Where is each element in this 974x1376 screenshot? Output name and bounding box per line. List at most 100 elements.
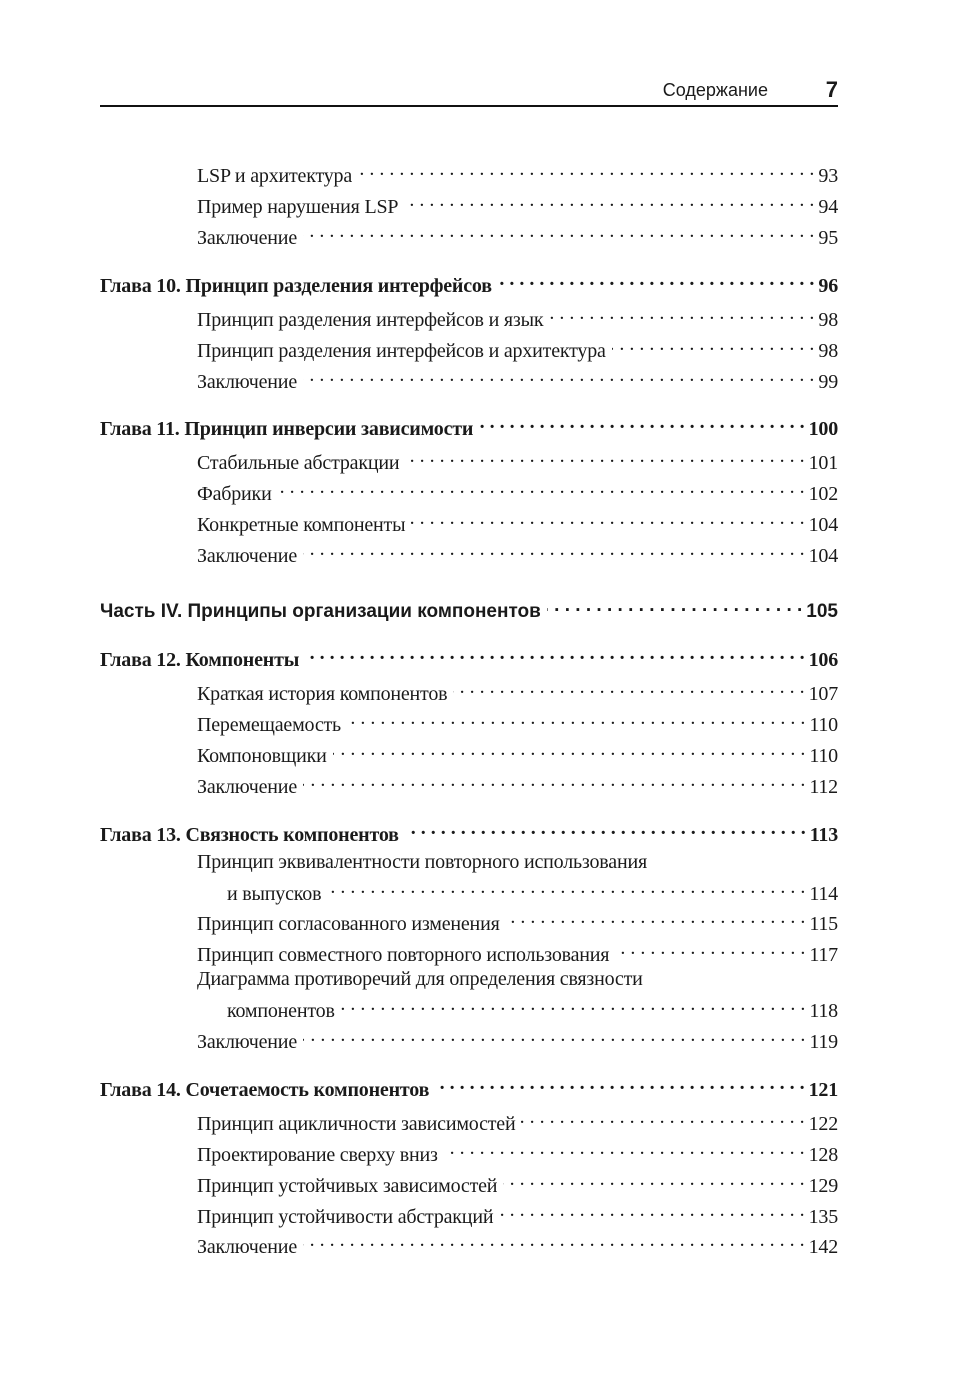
dot-leader — [305, 640, 804, 666]
toc-entry-page: 122 — [808, 1113, 839, 1135]
toc-entry-page: 104 — [808, 514, 839, 536]
toc-entry-first-line: Принцип эквивалентности повторного испол… — [197, 851, 647, 873]
toc-section-entry[interactable]: Принцип разделения интерфейсов и архитек… — [197, 331, 838, 362]
toc-entry-page: 115 — [809, 913, 838, 935]
toc-chapter-entry[interactable]: Глава 14. Сочетаемость компонентов 121 — [100, 1070, 838, 1101]
toc-entry-page: 101 — [808, 452, 839, 474]
dot-leader — [479, 409, 804, 435]
toc-entry-page: 135 — [808, 1206, 839, 1228]
toc-entry-page: 121 — [808, 1079, 839, 1101]
toc-entry-page: 142 — [808, 1236, 839, 1258]
toc-section-entry[interactable]: Заключение 104 — [197, 536, 838, 567]
toc-entry-page: 105 — [806, 601, 838, 622]
dot-leader — [327, 874, 805, 900]
toc-chapter-entry[interactable]: Глава 13. Связность компонентов 113 — [100, 815, 838, 846]
toc-entry-title: Проектирование сверху вниз — [197, 1144, 438, 1166]
toc-chapter-entry[interactable]: Глава 11. Принцип инверсии зависимости 10… — [100, 409, 838, 440]
toc-entry-page: 102 — [808, 483, 839, 505]
dot-leader — [341, 991, 806, 1017]
toc-section-entry[interactable]: Принцип совместного повторного использов… — [197, 935, 838, 966]
dot-leader — [547, 595, 802, 617]
toc-entry-first-line: Диаграмма противоречий для определения с… — [197, 968, 643, 990]
toc-section-entry[interactable]: LSP и архитектура 93 — [197, 156, 838, 187]
dot-leader — [358, 156, 814, 182]
toc-section-entry[interactable]: Перемещаемость 110 — [197, 705, 838, 736]
toc-entry-title: Принцип согласованного изменения — [197, 913, 500, 935]
toc-section-entry[interactable]: Стабильные абстракции 101 — [197, 443, 838, 474]
toc-entry-title: Краткая история компонентов — [197, 683, 448, 705]
dot-leader — [303, 1227, 805, 1253]
dot-leader — [411, 505, 804, 531]
toc-section-entry[interactable]: Заключение 142 — [197, 1227, 838, 1258]
toc-entry-page: 99 — [818, 371, 838, 393]
toc-entry-page: 104 — [808, 545, 839, 567]
toc-section-entry[interactable]: Фабрики 102 — [197, 474, 838, 505]
toc-entry-page: 110 — [809, 745, 838, 767]
dot-leader — [303, 536, 805, 562]
toc-entry-title: Принцип устойчивости абстракций — [197, 1206, 494, 1228]
toc-entry-title: Принцип разделения интерфейсов и архитек… — [197, 340, 606, 362]
header-rule — [100, 105, 838, 107]
dot-leader — [615, 935, 805, 961]
toc-entry-page: 119 — [809, 1031, 838, 1053]
running-header-title: Содержание — [662, 80, 768, 100]
toc-section-entry[interactable]: Компоновщики 110 — [197, 736, 838, 767]
toc-entry-page: 93 — [818, 165, 838, 187]
toc-entry-title: Принцип ацикличности зависимостей — [197, 1113, 516, 1135]
dot-leader — [549, 300, 814, 326]
toc-section-entry[interactable]: Пример нарушения LSP 94 — [197, 187, 838, 218]
toc-entry-title: Пример нарушения LSP — [197, 196, 399, 218]
toc-entry-page: 129 — [808, 1175, 839, 1197]
dot-leader — [506, 904, 806, 930]
dot-leader — [612, 331, 815, 357]
toc-entry-page: 118 — [809, 1000, 838, 1022]
toc-entry-page: 98 — [818, 309, 838, 331]
toc-entry-title: Глава 11. Принцип инверсии зависимости — [100, 418, 474, 440]
toc-part-entry[interactable]: Часть IV. Принципы организации компонент… — [100, 595, 838, 622]
toc-section-entry[interactable]: Принцип разделения интерфейсов и язык 98 — [197, 300, 838, 331]
toc-entry-title: Принцип совместного повторного использов… — [197, 944, 610, 966]
toc-entry-title: Фабрики — [197, 483, 272, 505]
toc-entry-title: Стабильные абстракции — [197, 452, 400, 474]
toc-section-entry[interactable]: Принцип согласованного изменения 115 — [197, 904, 838, 935]
toc-section-entry[interactable]: Принцип устойчивых зависимостей 129 — [197, 1166, 838, 1197]
dot-leader — [303, 362, 814, 388]
dot-leader — [278, 474, 805, 500]
toc-entry-page: 107 — [808, 683, 839, 705]
toc-section-entry[interactable]: компонентов 118 — [227, 991, 838, 1022]
toc-section-entry[interactable]: Краткая история компонентов 107 — [197, 674, 838, 705]
toc-section-entry[interactable]: Заключение 119 — [197, 1022, 838, 1053]
toc-entry-page: 117 — [809, 944, 838, 966]
toc-section-entry[interactable]: Заключение 95 — [197, 218, 838, 249]
toc-section-entry[interactable]: Заключение 112 — [197, 767, 838, 798]
toc-entry-title: Компоновщики — [197, 745, 327, 767]
toc-entry-title: Часть IV. Принципы организации компонент… — [100, 601, 541, 622]
toc-section-entry[interactable]: Проектирование сверху вниз 128 — [197, 1135, 838, 1166]
toc-chapter-entry[interactable]: Глава 10. Принцип разделения интерфейсов… — [100, 266, 838, 297]
page-number: 7 — [825, 77, 838, 102]
dot-leader — [404, 187, 814, 213]
toc-section-entry[interactable]: Принцип устойчивости абстракций 135 — [197, 1197, 838, 1228]
dot-leader — [498, 266, 815, 292]
toc-entry-title: Заключение — [197, 776, 297, 798]
toc-entry-page: 106 — [808, 649, 839, 671]
toc-entry-page: 96 — [818, 275, 838, 297]
toc-entry-page: 98 — [818, 340, 838, 362]
dot-leader — [347, 705, 805, 731]
dot-leader — [521, 1104, 804, 1130]
toc-entry-title: Заключение — [197, 371, 297, 393]
dot-leader — [444, 1135, 805, 1161]
dot-leader — [405, 443, 804, 469]
toc-entry-page: 113 — [809, 824, 838, 846]
dot-leader — [333, 736, 806, 762]
toc-entry-title: Принцип устойчивых зависимостей — [197, 1175, 498, 1197]
dot-leader — [435, 1070, 804, 1096]
toc-entry-title: и выпусков — [227, 883, 322, 905]
toc-section-entry[interactable]: Принцип ацикличности зависимостей 122 — [197, 1104, 838, 1135]
toc-section-entry[interactable]: и выпусков 114 — [227, 874, 838, 905]
toc-section-entry[interactable]: Заключение 99 — [197, 362, 838, 393]
toc-entry-title: Глава 13. Связность компонентов — [100, 824, 399, 846]
toc-entry-title: Глава 10. Принцип разделения интерфейсов — [100, 275, 492, 297]
toc-section-entry[interactable]: Конкретные компоненты 104 — [197, 505, 838, 536]
toc-chapter-entry[interactable]: Глава 12. Компоненты 106 — [100, 640, 838, 671]
